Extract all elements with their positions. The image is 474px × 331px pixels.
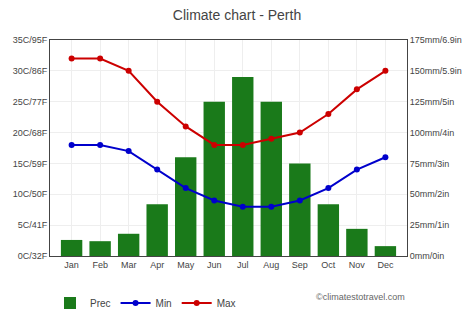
svg-text:Min: Min — [156, 298, 172, 309]
svg-text:35C/95F: 35C/95F — [13, 35, 48, 45]
svg-text:5C/41F: 5C/41F — [18, 220, 48, 230]
svg-text:Prec: Prec — [90, 298, 111, 309]
svg-text:Nov: Nov — [349, 260, 366, 270]
svg-text:30C/86F: 30C/86F — [13, 66, 48, 76]
svg-text:Climate chart - Perth: Climate chart - Perth — [173, 7, 301, 23]
svg-text:Max: Max — [217, 298, 236, 309]
svg-text:©climatestotravel.com: ©climatestotravel.com — [316, 292, 405, 302]
svg-text:50mm/2in: 50mm/2in — [410, 189, 450, 199]
svg-text:Dec: Dec — [377, 260, 394, 270]
svg-text:75mm/3in: 75mm/3in — [410, 159, 450, 169]
svg-text:Jan: Jan — [64, 260, 79, 270]
svg-text:100mm/4in: 100mm/4in — [410, 128, 455, 138]
svg-text:Sep: Sep — [292, 260, 308, 270]
svg-text:25mm/1in: 25mm/1in — [410, 220, 450, 230]
svg-text:Oct: Oct — [321, 260, 336, 270]
svg-text:Jun: Jun — [207, 260, 222, 270]
svg-text:10C/50F: 10C/50F — [13, 189, 48, 199]
svg-text:Apr: Apr — [150, 260, 164, 270]
svg-text:175mm/6.9in: 175mm/6.9in — [410, 35, 462, 45]
svg-text:25C/77F: 25C/77F — [13, 97, 48, 107]
svg-text:0mm/0in: 0mm/0in — [410, 251, 445, 261]
svg-text:Jul: Jul — [237, 260, 249, 270]
svg-text:Mar: Mar — [121, 260, 137, 270]
svg-text:15C/59F: 15C/59F — [13, 159, 48, 169]
svg-text:20C/68F: 20C/68F — [13, 128, 48, 138]
svg-text:Feb: Feb — [92, 260, 108, 270]
svg-text:0C/32F: 0C/32F — [18, 251, 48, 261]
svg-text:125mm/5in: 125mm/5in — [410, 97, 455, 107]
svg-text:May: May — [177, 260, 195, 270]
svg-text:150mm/5.9in: 150mm/5.9in — [410, 66, 462, 76]
svg-text:Aug: Aug — [263, 260, 279, 270]
